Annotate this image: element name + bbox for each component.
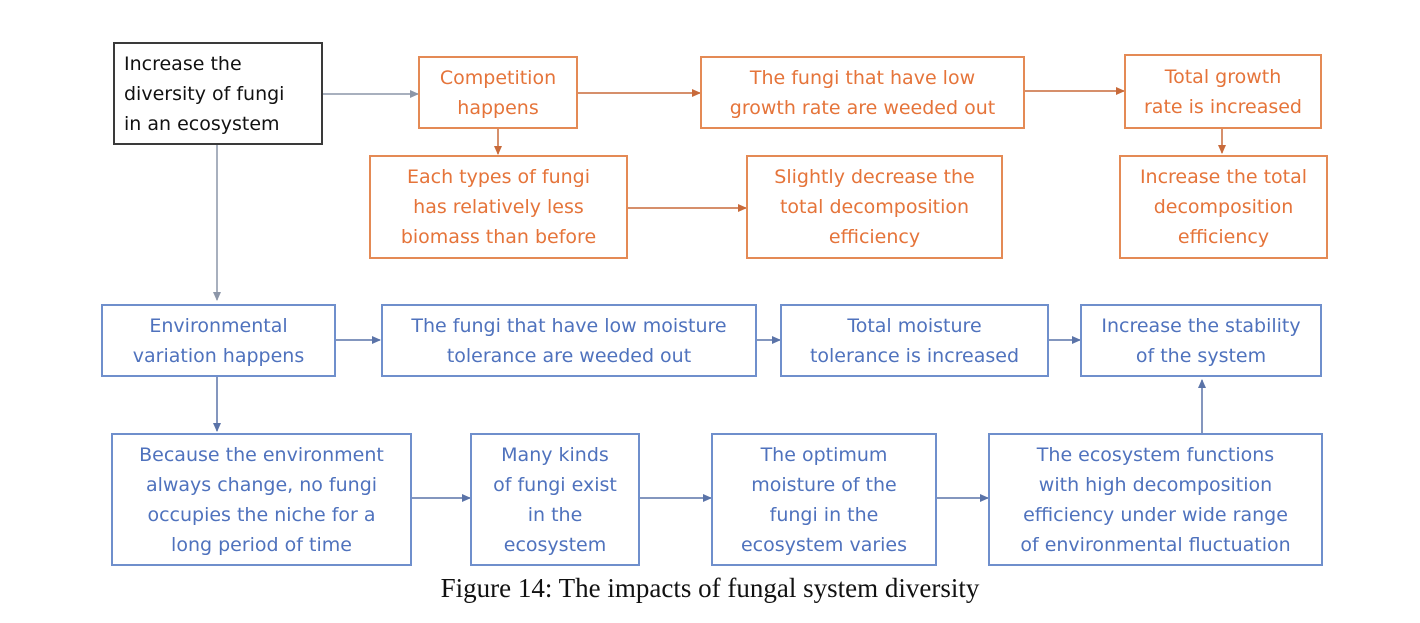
box-increase-stability: Increase the stability of the system <box>1080 304 1322 377</box>
box-increase-decomposition: Increase the total decomposition efficie… <box>1119 155 1328 259</box>
box-increase-diversity: Increase the diversity of fungi in an ec… <box>113 42 323 145</box>
box-ecosystem-functions: The ecosystem functions with high decomp… <box>988 433 1323 566</box>
box-optimum-moisture: The optimum moisture of the fungi in the… <box>711 433 937 566</box>
box-competition: Competition happens <box>418 56 578 129</box>
box-total-moisture: Total moisture tolerance is increased <box>780 304 1049 377</box>
figure-caption: Figure 14: The impacts of fungal system … <box>440 573 980 603</box>
box-total-growth-increased: Total growth rate is increased <box>1124 54 1322 129</box>
box-slightly-decrease: Slightly decrease the total decompositio… <box>746 155 1003 259</box>
box-low-growth-weeded: The fungi that have low growth rate are … <box>700 56 1025 129</box>
box-many-kinds: Many kinds of fungi exist in the ecosyst… <box>470 433 640 566</box>
box-environmental-variation: Environmental variation happens <box>101 304 336 377</box>
box-low-moisture-weeded: The fungi that have low moisture toleran… <box>381 304 757 377</box>
box-environment-changes: Because the environment always change, n… <box>111 433 412 566</box>
box-less-biomass: Each types of fungi has relatively less … <box>369 155 628 259</box>
